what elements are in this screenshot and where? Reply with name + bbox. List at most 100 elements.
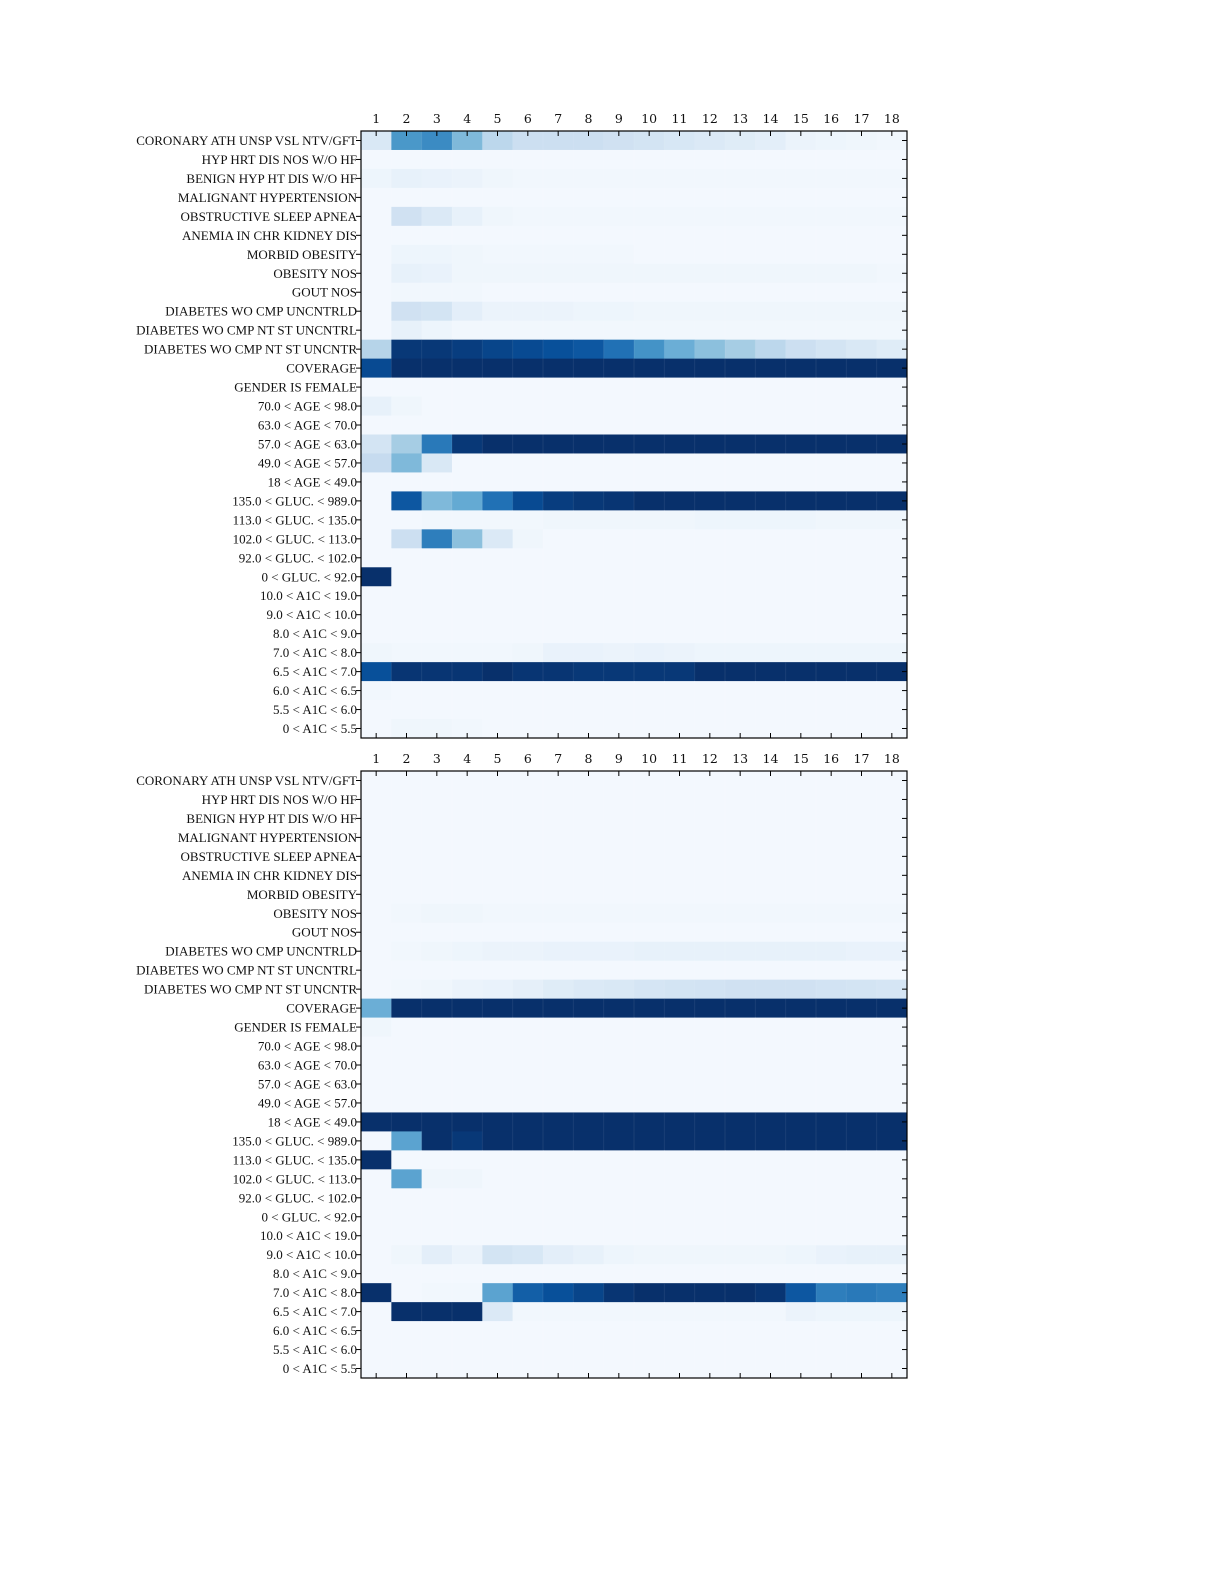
heatmap-cell [391, 1150, 423, 1170]
column-label: 11 [672, 111, 688, 126]
heatmap-cell [512, 1112, 544, 1132]
heatmap-cell [816, 979, 847, 1000]
heatmap-cell [603, 681, 635, 701]
heatmap-cell [876, 377, 908, 397]
heatmap-cell [634, 1321, 665, 1341]
heatmap-cell [816, 1017, 847, 1037]
heatmap-cell [452, 1302, 483, 1322]
heatmap-cell [603, 1264, 635, 1284]
heatmap-cell [543, 263, 574, 284]
heatmap-cell [846, 1093, 878, 1113]
heatmap-cell [785, 567, 817, 587]
heatmap-cell [391, 1359, 423, 1379]
column-label: 6 [524, 111, 532, 126]
heatmap-cell [361, 846, 392, 867]
heatmap-cell [603, 282, 635, 303]
heatmap-cell [452, 941, 483, 962]
heatmap-cell [421, 884, 453, 905]
heatmap-cell [634, 377, 665, 397]
row-label: 70.0 < AGE < 98.0 [258, 1039, 357, 1054]
heatmap-cell [543, 719, 574, 739]
heatmap-cell [391, 396, 423, 416]
heatmap-cell [694, 998, 726, 1018]
row-label: 92.0 < GLUC. < 102.0 [239, 550, 357, 565]
row-label: 135.0 < GLUC. < 989.0 [232, 493, 357, 508]
heatmap-cell [452, 624, 483, 644]
heatmap-cell [482, 1150, 514, 1170]
heatmap-cell [421, 1226, 453, 1246]
heatmap-cell [421, 1188, 453, 1208]
heatmap-cell [603, 941, 635, 962]
heatmap-cell [664, 396, 696, 416]
heatmap-cell [573, 396, 605, 416]
heatmap-cell [694, 719, 726, 739]
heatmap-cell [452, 206, 483, 227]
column-label: 17 [854, 111, 870, 126]
heatmap-cell [482, 1359, 514, 1379]
heatmap-cell [725, 789, 756, 810]
heatmap-cell [421, 434, 453, 454]
heatmap-cell [391, 1131, 423, 1151]
heatmap-cell [755, 225, 787, 246]
heatmap-cell [391, 187, 423, 208]
row-label: 7.0 < A1C < 8.0 [273, 645, 357, 660]
heatmap-cell [482, 922, 514, 943]
heatmap-cell [846, 225, 878, 246]
heatmap-cell [543, 1340, 574, 1360]
column-label: 7 [554, 111, 562, 126]
column-label: 8 [585, 111, 593, 126]
heatmap-cell [482, 1188, 514, 1208]
heatmap-cell [694, 358, 726, 378]
heatmap-cell [573, 865, 605, 886]
heatmap-cell [634, 808, 665, 829]
heatmap-cell [512, 681, 544, 701]
heatmap-cell [543, 884, 574, 905]
heatmap-cell [846, 846, 878, 867]
heatmap-cell [725, 1226, 756, 1246]
heatmap-cell [573, 979, 605, 1000]
heatmap-cell [755, 846, 787, 867]
heatmap-cell [846, 922, 878, 943]
heatmap-cell [876, 941, 908, 962]
heatmap-cell [361, 149, 392, 170]
heatmap-cell [725, 1017, 756, 1037]
heatmap-cell [816, 529, 847, 549]
row-label: 0 < GLUC. < 92.0 [261, 569, 357, 584]
heatmap-cell [512, 903, 544, 924]
heatmap-cell [482, 979, 514, 1000]
heatmap-cell [694, 1188, 726, 1208]
heatmap-cell [846, 1074, 878, 1094]
heatmap-cell [664, 301, 696, 322]
heatmap-cell [421, 1245, 453, 1265]
column-label: 2 [403, 751, 411, 766]
heatmap-cell [603, 1245, 635, 1265]
heatmap-cell [543, 1017, 574, 1037]
heatmap-cell [391, 377, 423, 397]
heatmap-cell [664, 548, 696, 568]
heatmap-cell [421, 771, 453, 791]
heatmap-cell [755, 979, 787, 1000]
heatmap-cell [573, 808, 605, 829]
heatmap-cell [391, 472, 423, 492]
heatmap-cell [603, 244, 635, 265]
heatmap-cell [482, 1169, 514, 1189]
heatmap-cell [816, 719, 847, 739]
heatmap-cell [785, 149, 817, 170]
heatmap-cell [543, 903, 574, 924]
heatmap-cell [603, 700, 635, 720]
heatmap-cell [785, 1017, 817, 1037]
row-label: 6.5 < A1C < 7.0 [273, 664, 357, 679]
heatmap-cell [603, 301, 635, 322]
heatmap-cell [816, 700, 847, 720]
heatmap-cell [755, 453, 787, 473]
heatmap-cell [573, 472, 605, 492]
row-label: MALIGNANT HYPERTENSION [178, 190, 358, 205]
heatmap-cell [876, 396, 908, 416]
heatmap-cell [785, 846, 817, 867]
heatmap-cell [694, 827, 726, 848]
heatmap-cell [482, 1321, 514, 1341]
heatmap-cell [816, 998, 847, 1018]
heatmap-cell [543, 491, 574, 511]
heatmap-cell [694, 1283, 726, 1303]
heatmap-cell [512, 244, 544, 265]
